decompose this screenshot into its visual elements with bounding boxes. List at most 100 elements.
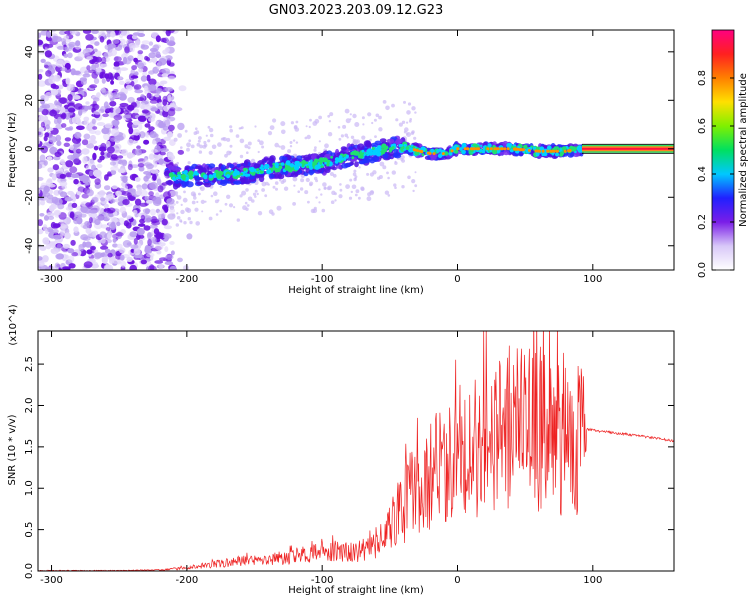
noise-blob [110, 80, 115, 85]
scatter-dot [401, 120, 406, 125]
noise-blob [161, 218, 168, 226]
scatter-dot [406, 121, 409, 124]
ridge-blob [391, 146, 395, 149]
scatter-dot [370, 190, 374, 194]
noise-blob [47, 226, 53, 233]
noise-blob [159, 148, 169, 153]
scatter-dot [174, 191, 179, 195]
x-tick-label: -100 [311, 575, 334, 586]
band-blob [274, 172, 282, 179]
noise-blob [86, 65, 91, 71]
x-tick-label: -200 [175, 274, 198, 285]
scatter-dot [199, 186, 202, 190]
scatter-dot [401, 185, 405, 189]
band-blob [498, 151, 505, 156]
ridge-peak [549, 149, 553, 153]
noise-blob [158, 264, 164, 269]
band-blob [348, 146, 354, 150]
snr-x-axis-label: Height of straight line (km) [288, 585, 424, 596]
scatter-dot [372, 170, 377, 175]
noise-blob [126, 256, 133, 262]
noise-blob [56, 140, 62, 147]
ridge-blob [318, 157, 325, 163]
scatter-dot [328, 120, 332, 123]
ridge-peak [527, 148, 531, 152]
noise-blob [77, 214, 82, 219]
noise-blob [119, 206, 126, 214]
noise-blob [137, 62, 145, 69]
noise-blob [138, 123, 143, 131]
ridge-blob [243, 167, 247, 172]
ridge-blob [358, 153, 364, 159]
noise-blob [103, 132, 111, 141]
noise-blob [77, 186, 85, 193]
noise-blob [91, 164, 97, 171]
scatter-dot [414, 184, 418, 188]
scatter-dot [207, 139, 211, 143]
noise-blob [54, 262, 60, 269]
noise-blob [136, 145, 141, 150]
scatter-dot [224, 202, 228, 206]
scatter-dot [236, 218, 240, 222]
scatter-dot [278, 145, 281, 148]
band-blob [233, 180, 242, 185]
noise-blob [129, 45, 135, 53]
band-blob [393, 152, 401, 157]
scatter-dot [208, 127, 214, 133]
scatter-dot [329, 172, 334, 176]
scatter-dot [384, 190, 390, 195]
scatter-dot [289, 145, 293, 148]
noise-blob [170, 250, 175, 256]
snr-ticks: -300 -200 -100 0 100 0.0 0.5 1.0 1.5 2.0 2.5 [24, 331, 674, 586]
noise-blob [62, 266, 71, 270]
noise-blob [144, 244, 151, 252]
noise-blob [59, 159, 66, 165]
band-blob [228, 163, 235, 169]
noise-blob [76, 191, 82, 196]
scatter-dot [247, 196, 253, 202]
scatter-dot [348, 196, 353, 200]
scatter-dot [229, 125, 233, 129]
noise-blob [149, 99, 158, 104]
scatter-dot [350, 190, 353, 194]
ridge-blob [260, 167, 265, 171]
scatter-dot [254, 195, 257, 198]
scatter-dot [309, 118, 312, 122]
noise-blob [107, 171, 112, 177]
band-blob [357, 143, 365, 151]
noise-blob [51, 173, 57, 181]
noise-blob [40, 58, 46, 64]
ridge-blob [285, 160, 291, 166]
band-blob [225, 165, 230, 169]
band-blob [395, 138, 403, 144]
scatter-dot [367, 192, 372, 197]
noise-blob [166, 132, 174, 138]
noise-blob [177, 149, 184, 155]
noise-blob [101, 78, 106, 84]
scatter-dot [186, 208, 192, 213]
noise-blob [119, 80, 125, 86]
scatter-dot [267, 131, 273, 136]
noise-blob [127, 188, 136, 193]
noise-blob [91, 196, 99, 203]
x-tick-label: 100 [583, 274, 602, 285]
noise-blob [144, 123, 151, 128]
noise-blob [100, 245, 109, 250]
scatter-dot [387, 194, 391, 197]
y-tick-label: 0.5 [24, 522, 35, 538]
noise-blob [138, 223, 146, 227]
ridge-blob [405, 146, 410, 151]
ridge-blob [577, 145, 582, 150]
scatter-dot [305, 177, 310, 183]
noise-blob [66, 83, 74, 92]
noise-blob [149, 131, 157, 139]
noise-blob [107, 43, 116, 49]
noise-blob [167, 108, 176, 117]
noise-blob [148, 126, 155, 131]
noise-blob [147, 232, 152, 240]
scatter-dot [312, 121, 318, 126]
noise-blob [121, 30, 130, 37]
noise-blob [92, 169, 102, 178]
noise-blob [43, 115, 49, 121]
ridge-peak [506, 147, 510, 151]
